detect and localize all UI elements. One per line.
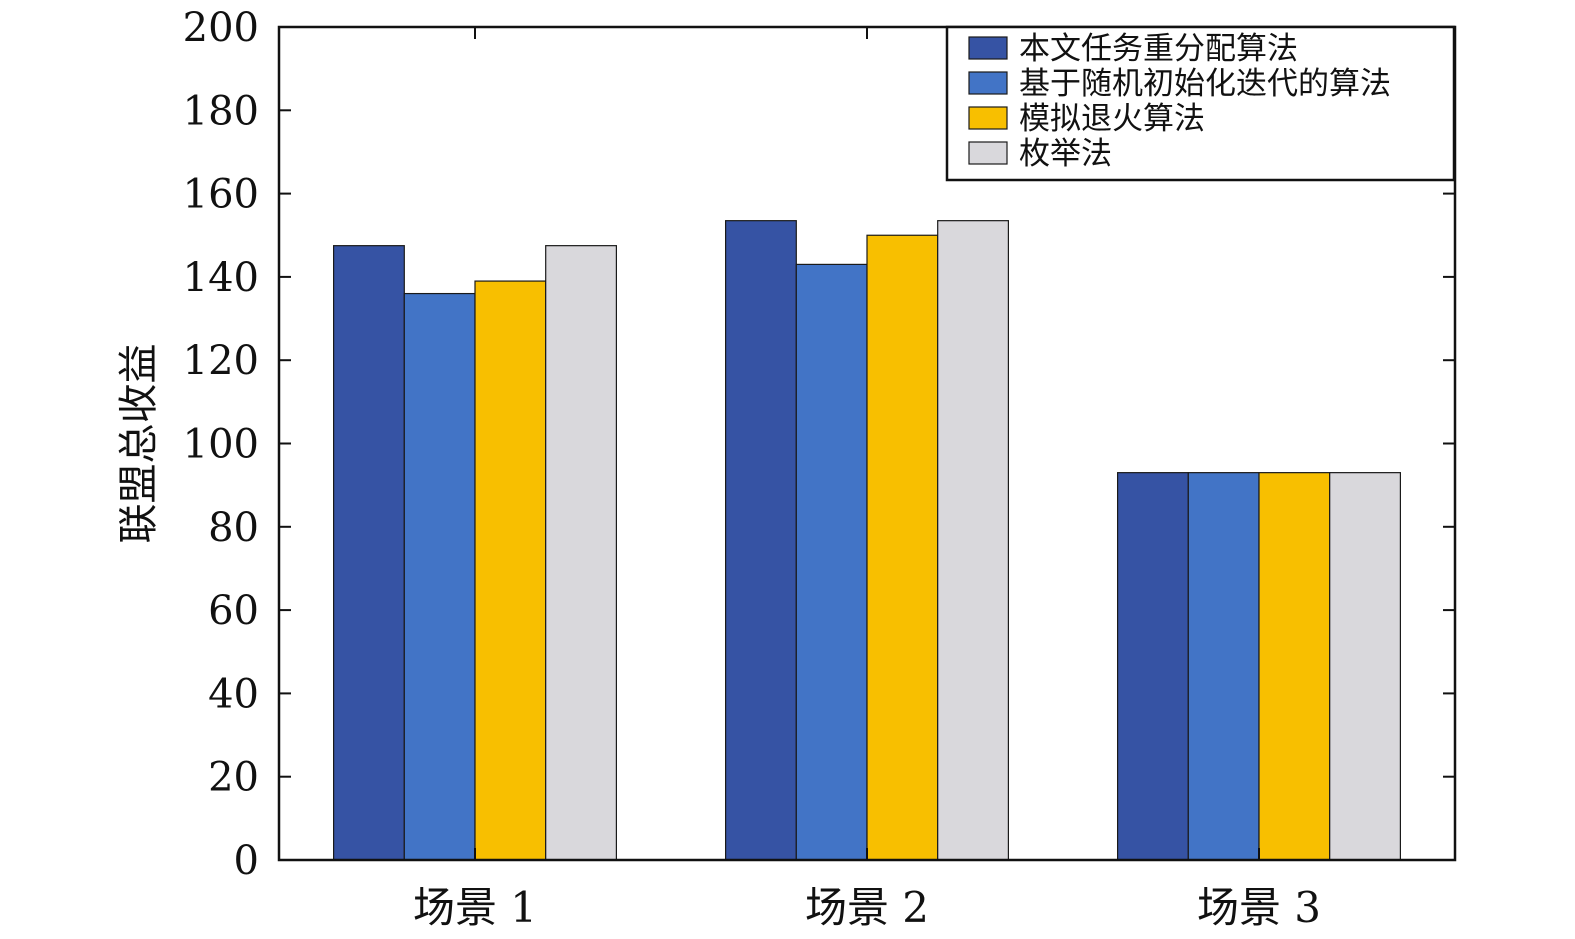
y-tick-label: 160 bbox=[183, 172, 259, 218]
y-tick-label: 20 bbox=[208, 755, 259, 801]
bar-series-1-cat-1 bbox=[333, 245, 405, 861]
bar-series-4-cat-1 bbox=[545, 245, 618, 861]
legend-box bbox=[945, 25, 1456, 182]
bar-series-4-cat-2 bbox=[937, 220, 1010, 861]
y-tick-label: 0 bbox=[234, 838, 259, 884]
x-tick-label: 场景 2 bbox=[805, 883, 929, 932]
legend-label: 枚举法 bbox=[1019, 136, 1112, 172]
ticks-layer: 场景 1 场景 2 场景 3 0 20 40 60 80 100 120 140 160 180 200 bbox=[183, 5, 1455, 932]
legend-swatch bbox=[968, 106, 1008, 130]
y-tick-label: 80 bbox=[208, 505, 259, 551]
bar-series-3-cat-2 bbox=[866, 234, 939, 861]
bars-layer bbox=[333, 220, 1401, 861]
x-tick-label: 场景 1 bbox=[413, 883, 537, 932]
bar-series-1-cat-3 bbox=[1116, 472, 1189, 861]
bar-series-3-cat-3 bbox=[1258, 472, 1331, 861]
legend-label: 基于随机初始化迭代的算法 bbox=[1019, 66, 1391, 102]
y-tick-label: 140 bbox=[183, 255, 259, 301]
legend-swatch bbox=[968, 71, 1008, 95]
y-tick-label: 180 bbox=[183, 88, 259, 134]
bar-series-2-cat-3 bbox=[1187, 472, 1260, 861]
y-axis-title: 联盟总收益 bbox=[116, 344, 162, 544]
legend-swatch bbox=[968, 36, 1008, 60]
y-tick-label: 200 bbox=[183, 5, 259, 51]
y-tick-label: 40 bbox=[208, 671, 259, 717]
legend-label: 模拟退火算法 bbox=[1019, 101, 1205, 137]
legend-swatch bbox=[968, 141, 1008, 165]
bar-series-3-cat-1 bbox=[474, 280, 547, 861]
y-tick-label: 100 bbox=[183, 422, 259, 468]
y-tick-label: 60 bbox=[208, 588, 259, 634]
legend-label: 本文任务重分配算法 bbox=[1019, 31, 1298, 67]
y-tick-label: 120 bbox=[183, 338, 259, 384]
bar-series-4-cat-3 bbox=[1329, 472, 1401, 861]
bar-series-2-cat-1 bbox=[403, 292, 476, 861]
bar-series-1-cat-2 bbox=[724, 220, 797, 861]
x-tick-label: 场景 3 bbox=[1197, 883, 1321, 932]
bar-series-2-cat-2 bbox=[795, 263, 868, 861]
